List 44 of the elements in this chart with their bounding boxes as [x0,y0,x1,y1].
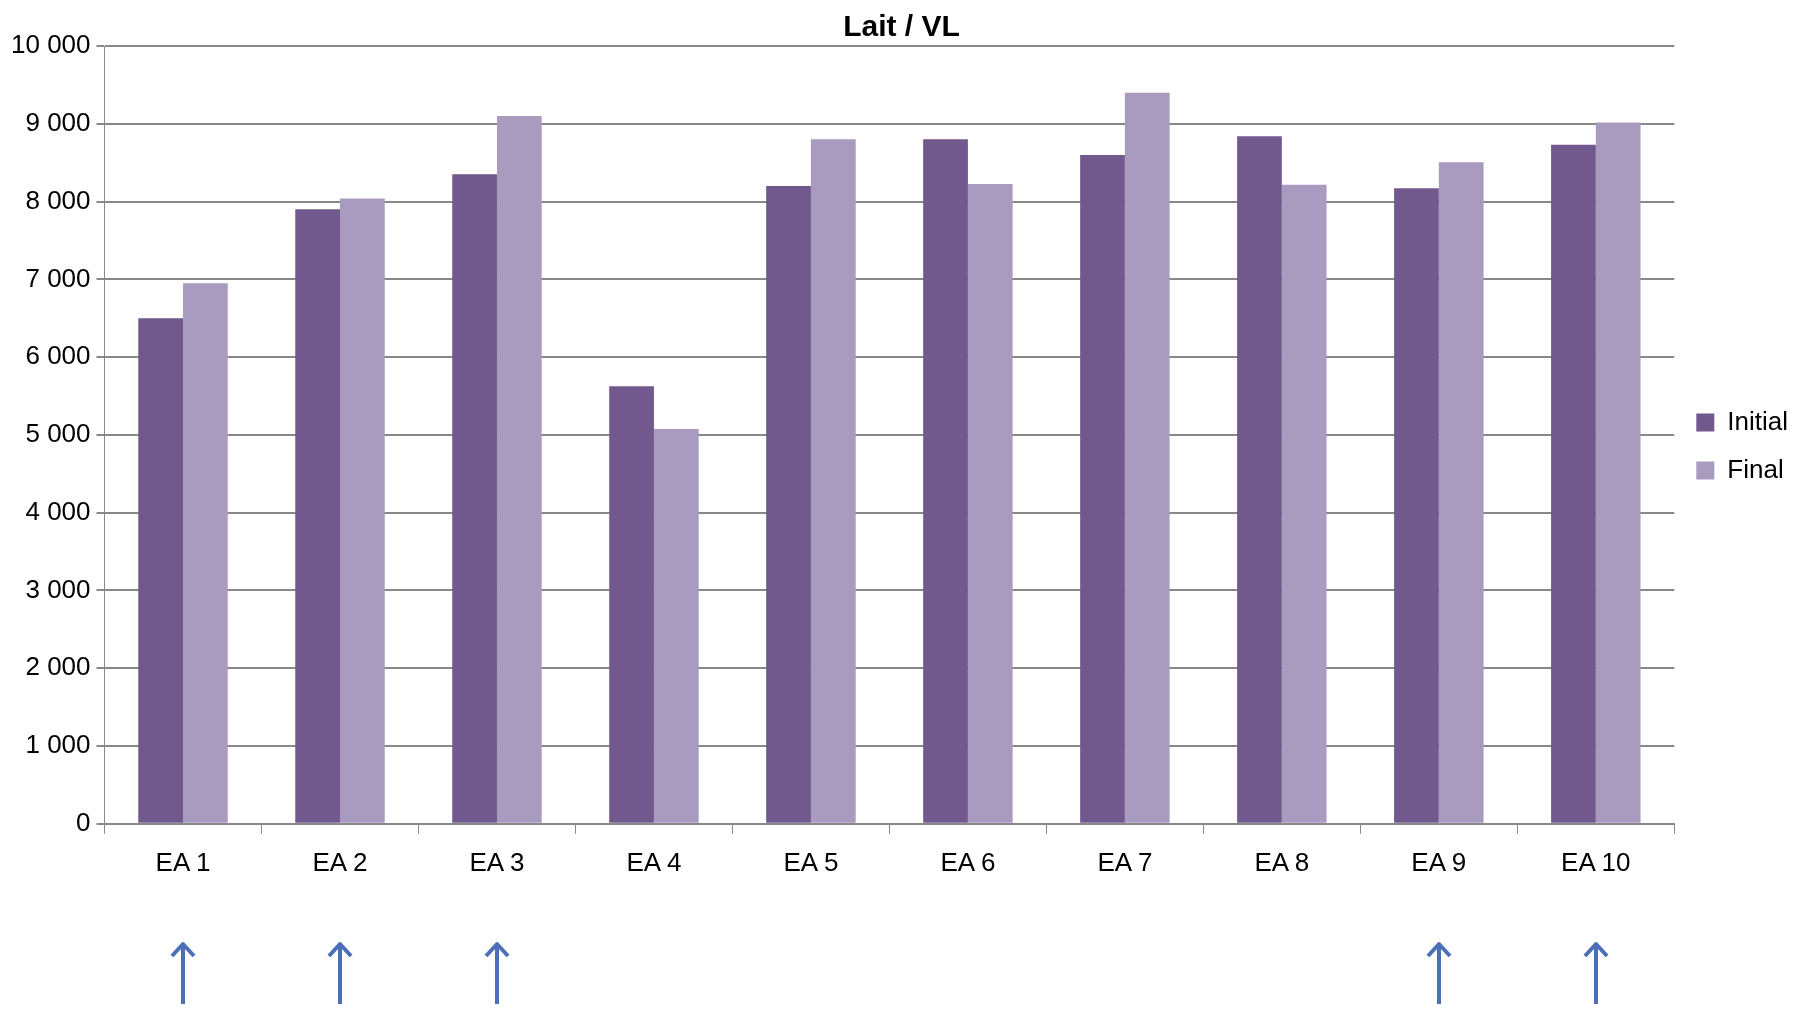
bar [339,198,385,823]
bar [1438,162,1484,823]
x-tick-label: EA 9 [1411,846,1467,877]
y-tick-label: 5 000 [25,418,91,449]
x-tick-label: EA 3 [469,846,525,877]
bar [967,184,1013,823]
x-tick-label: EA 4 [626,846,682,877]
bar [295,209,340,823]
y-tick-label: 7 000 [25,262,91,293]
y-tick-label: 10 000 [10,29,91,60]
bar [1237,136,1282,823]
y-tick-label: 0 [76,806,91,837]
bar [138,318,184,823]
bar [923,139,968,823]
x-tick-label: EA 5 [783,846,839,877]
y-tick-label: 8 000 [25,184,91,215]
x-tick-label: EA 1 [155,846,211,877]
bar [1551,144,1596,823]
legend-label: Final [1727,453,1784,484]
x-tick-label: EA 2 [312,846,368,877]
bar [653,429,699,823]
bar [452,174,497,823]
x-tick-label: EA 10 [1561,846,1631,877]
bar [1080,154,1125,823]
bar [1394,188,1439,823]
bar [1124,92,1170,823]
bar [766,186,811,823]
bar [1595,122,1641,823]
y-tick-label: 6 000 [25,340,91,371]
y-tick-label: 1 000 [25,729,91,760]
bar [1281,184,1327,823]
bar [496,116,542,823]
bar [609,386,654,823]
bar [810,139,856,823]
y-tick-label: 9 000 [25,106,91,137]
x-tick-label: EA 8 [1254,846,1310,877]
x-tick-label: EA 7 [1097,846,1153,877]
bar [183,283,228,823]
legend-label: Initial [1727,405,1789,436]
chart-title: Lait / VL [843,9,960,43]
x-tick-label: EA 6 [940,846,996,877]
y-tick-label: 2 000 [25,651,91,682]
y-tick-label: 4 000 [25,495,91,526]
y-tick-label: 3 000 [25,573,91,604]
